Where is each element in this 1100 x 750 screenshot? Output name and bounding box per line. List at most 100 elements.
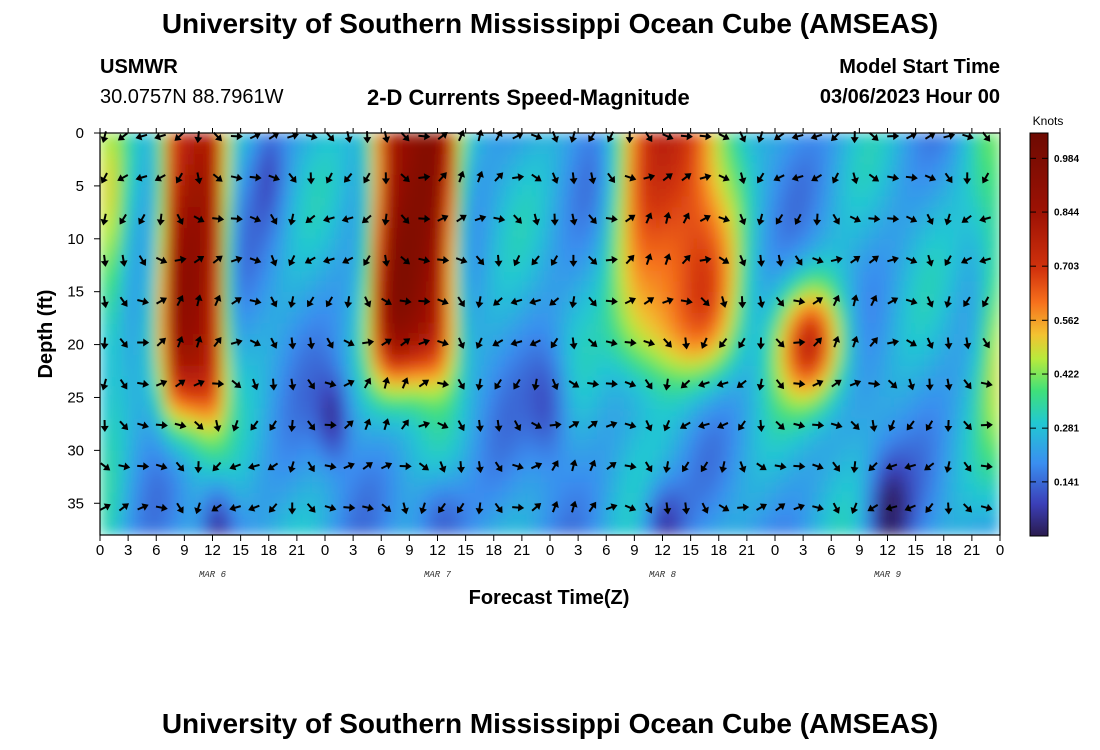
- current-arrow: [963, 461, 972, 472]
- heat-cell: [156, 492, 167, 504]
- heat-cell: [831, 259, 842, 272]
- heat-cell: [831, 482, 842, 494]
- heat-cell: [221, 185, 232, 198]
- heat-cell: [334, 492, 345, 504]
- heat-cell: [578, 302, 589, 314]
- heat-cell: [306, 302, 317, 314]
- heat-cell: [990, 376, 1000, 388]
- heat-cell: [756, 143, 767, 155]
- heat-cell: [315, 386, 326, 399]
- heat-cell: [821, 355, 832, 367]
- heat-cell: [709, 185, 720, 198]
- heat-cell: [962, 355, 973, 367]
- x-tick-label: 0: [546, 542, 554, 559]
- heat-cell: [596, 482, 607, 494]
- heat-cell: [793, 185, 804, 198]
- current-arrow: [287, 132, 299, 140]
- heat-cell: [156, 503, 167, 515]
- heat-cell: [503, 429, 514, 441]
- x-tick-label: 3: [799, 542, 807, 559]
- current-arrow: [680, 379, 691, 389]
- heat-cell: [203, 471, 214, 483]
- heat-cell: [587, 238, 598, 250]
- heat-cell: [475, 312, 485, 325]
- current-arrow: [269, 378, 278, 391]
- heat-cell: [653, 513, 664, 526]
- heat-cell: [484, 249, 495, 261]
- heat-cell: [446, 154, 457, 166]
- heat-cell: [521, 270, 532, 282]
- heat-cell: [165, 365, 176, 377]
- heat-cell: [990, 439, 1000, 451]
- heat-cell: [681, 228, 692, 240]
- heat-cell: [521, 344, 532, 356]
- heat-cell: [465, 429, 476, 441]
- heat-cell: [278, 259, 289, 272]
- heat-cell: [193, 355, 204, 367]
- heat-cell: [371, 513, 382, 526]
- heat-cell: [203, 386, 214, 399]
- heat-cell: [137, 228, 148, 240]
- heat-cell: [437, 386, 448, 399]
- heat-cell: [765, 270, 776, 282]
- heat-cell: [596, 397, 607, 409]
- heat-cell: [765, 524, 776, 535]
- heat-cell: [559, 164, 570, 176]
- heat-cell: [550, 207, 560, 219]
- current-arrow: [906, 420, 915, 431]
- heat-cell: [643, 196, 654, 208]
- heat-cell: [896, 376, 907, 388]
- heat-cell: [446, 291, 457, 303]
- heat-cell: [896, 228, 907, 240]
- heat-cell: [653, 238, 664, 250]
- heat-cell: [184, 175, 195, 187]
- heat-cell: [728, 302, 739, 314]
- heat-cell: [343, 344, 354, 356]
- current-arrow: [549, 420, 562, 429]
- heat-cell: [165, 207, 176, 219]
- heat-cell: [709, 524, 720, 535]
- heat-cell: [334, 249, 345, 261]
- heat-cell: [353, 439, 364, 451]
- heat-cell: [521, 482, 532, 494]
- heat-cell: [990, 154, 1000, 166]
- heat-cell: [325, 482, 335, 494]
- heat-cell: [934, 312, 945, 325]
- current-arrow: [663, 211, 672, 224]
- heat-cell: [315, 291, 326, 303]
- heat-cell: [381, 513, 392, 526]
- current-arrow: [288, 378, 297, 391]
- heat-cell: [578, 450, 589, 462]
- heat-cell: [587, 482, 598, 494]
- heat-cell: [859, 471, 870, 483]
- heat-cell: [971, 365, 982, 377]
- heat-cell: [512, 344, 523, 356]
- heat-cell: [231, 196, 242, 208]
- current-arrow: [716, 380, 729, 388]
- current-arrow: [176, 213, 184, 225]
- heat-cell: [390, 207, 401, 219]
- heat-cell: [418, 365, 429, 377]
- heat-cell: [915, 249, 926, 261]
- current-arrow: [870, 294, 878, 307]
- heat-cell: [221, 281, 232, 293]
- heat-cell: [146, 408, 157, 420]
- heat-cell: [831, 196, 842, 208]
- heat-cell: [437, 217, 448, 229]
- heat-cell: [578, 513, 589, 526]
- heat-cell: [925, 143, 935, 155]
- colorbar-tick-label: 0.562: [1054, 316, 1079, 327]
- heat-cell: [625, 439, 635, 451]
- heat-cell: [250, 312, 260, 325]
- heat-cell: [306, 281, 317, 293]
- heat-cell: [287, 259, 298, 272]
- current-arrow: [757, 254, 765, 267]
- heat-cell: [371, 418, 382, 430]
- heat-cell: [643, 397, 654, 409]
- heat-cell: [371, 196, 382, 208]
- heat-cell: [821, 175, 832, 187]
- heat-cell: [962, 249, 973, 261]
- heat-cell: [184, 450, 195, 462]
- heat-cell: [925, 323, 935, 335]
- x-tick-label: 6: [602, 542, 610, 559]
